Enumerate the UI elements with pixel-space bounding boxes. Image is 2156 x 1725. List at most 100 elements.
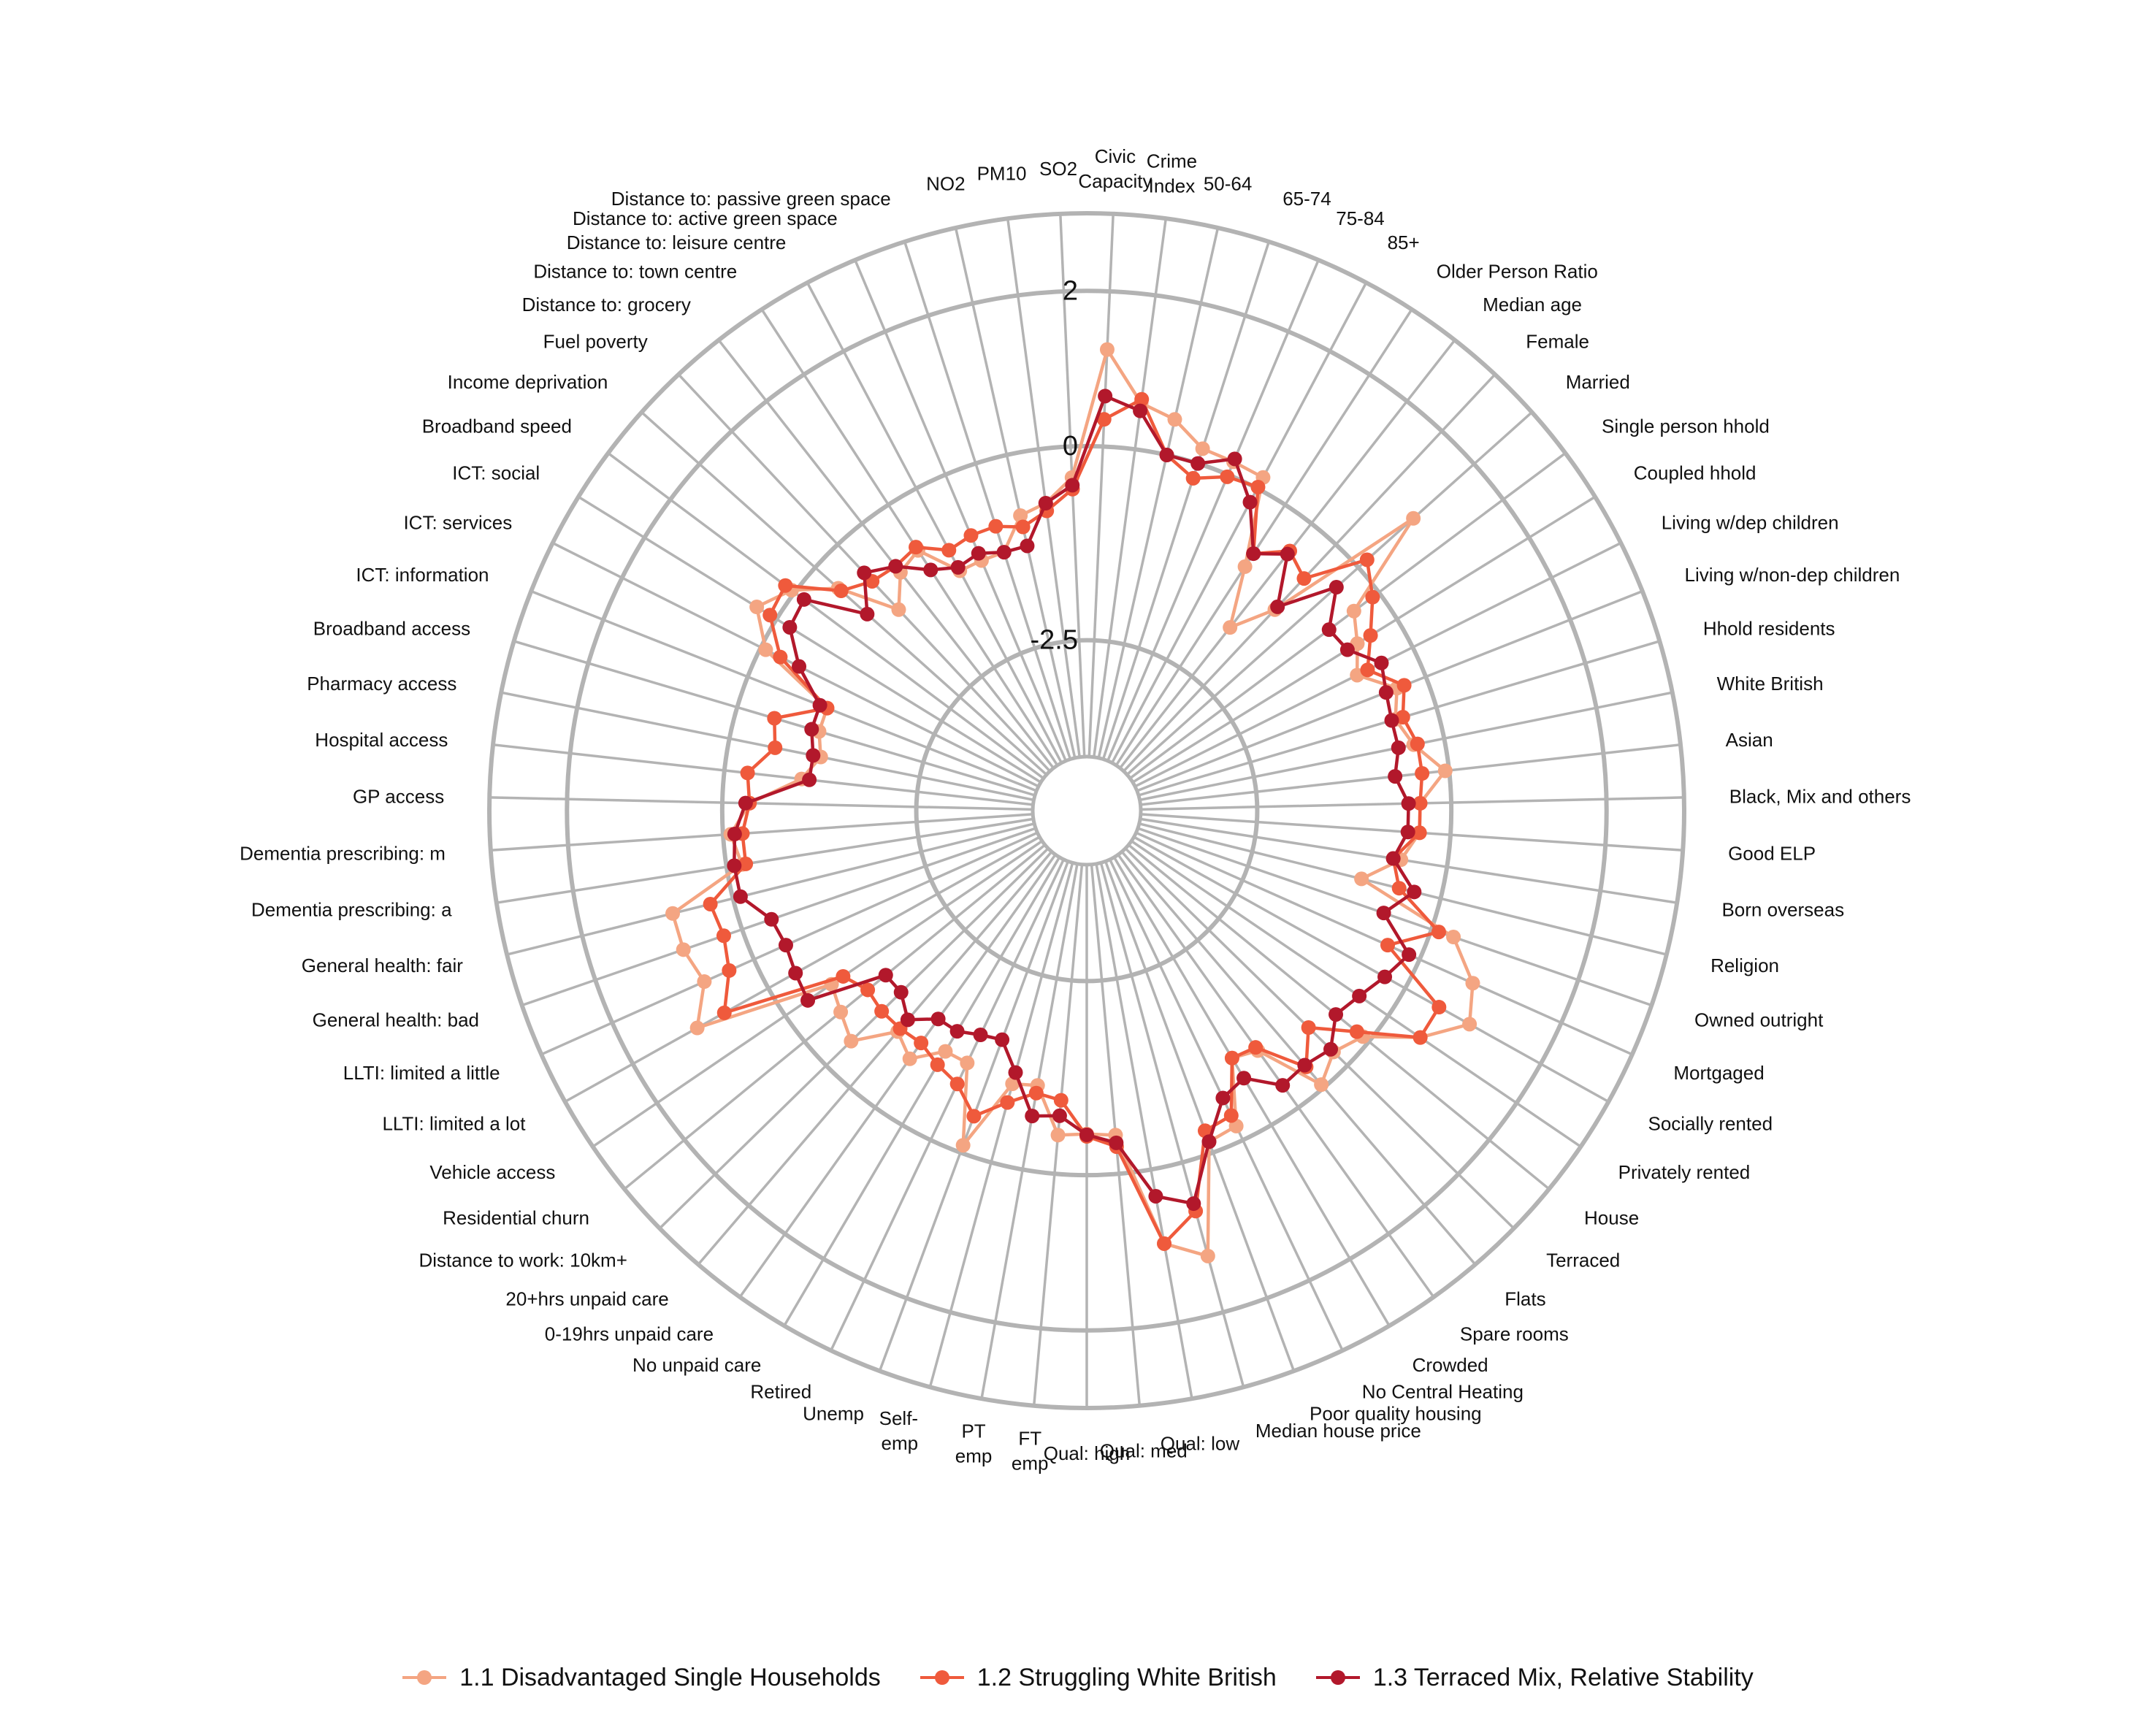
data-point[interactable] (788, 965, 803, 981)
data-point[interactable] (930, 1057, 945, 1072)
data-point[interactable] (950, 559, 966, 575)
data-point[interactable] (1406, 510, 1421, 526)
data-point[interactable] (973, 1027, 988, 1042)
data-point[interactable] (1223, 620, 1238, 635)
data-point[interactable] (1053, 1093, 1069, 1108)
data-point[interactable] (1242, 494, 1258, 510)
data-point[interactable] (1431, 1000, 1447, 1015)
data-point[interactable] (949, 1024, 965, 1039)
data-point[interactable] (1159, 448, 1174, 463)
data-point[interactable] (727, 827, 742, 842)
data-point[interactable] (1237, 559, 1253, 574)
data-point[interactable] (1000, 1095, 1015, 1110)
data-point[interactable] (888, 559, 903, 574)
data-point[interactable] (1391, 881, 1407, 896)
data-point[interactable] (1446, 930, 1461, 945)
data-point[interactable] (1329, 1007, 1344, 1022)
data-point[interactable] (1220, 469, 1235, 484)
data-point[interactable] (1391, 740, 1406, 755)
data-point[interactable] (1250, 479, 1266, 494)
data-point[interactable] (812, 697, 827, 713)
data-point[interactable] (764, 911, 779, 927)
data-point[interactable] (988, 519, 1004, 534)
data-point[interactable] (733, 889, 748, 904)
data-point[interactable] (893, 984, 909, 1000)
data-point[interactable] (1401, 796, 1416, 811)
data-point[interactable] (902, 1051, 917, 1066)
data-point[interactable] (996, 545, 1012, 560)
data-point[interactable] (1339, 642, 1355, 657)
data-point[interactable] (1167, 412, 1182, 427)
data-point[interactable] (716, 1005, 732, 1020)
data-point[interactable] (1365, 589, 1380, 605)
data-point[interactable] (949, 1076, 965, 1092)
data-point[interactable] (1248, 1040, 1264, 1055)
data-point[interactable] (800, 992, 816, 1008)
data-point[interactable] (1227, 451, 1242, 467)
data-point[interactable] (1223, 1108, 1239, 1123)
data-point[interactable] (1431, 925, 1446, 940)
data-point[interactable] (1065, 478, 1080, 493)
data-point[interactable] (1052, 1108, 1067, 1123)
data-point[interactable] (768, 740, 783, 755)
data-point[interactable] (806, 748, 821, 763)
data-point[interactable] (1363, 628, 1378, 643)
data-point[interactable] (665, 906, 681, 921)
data-point[interactable] (802, 772, 817, 787)
data-point[interactable] (1020, 538, 1035, 554)
data-point[interactable] (1008, 1065, 1023, 1080)
data-point[interactable] (909, 540, 924, 555)
data-point[interactable] (963, 528, 979, 543)
data-point[interactable] (1050, 1128, 1066, 1143)
data-point[interactable] (1346, 603, 1361, 619)
data-point[interactable] (1396, 678, 1412, 693)
data-point[interactable] (1323, 1041, 1339, 1057)
data-point[interactable] (778, 938, 793, 953)
data-point[interactable] (1329, 580, 1344, 595)
data-point[interactable] (844, 1033, 859, 1049)
data-point[interactable] (891, 602, 906, 617)
data-point[interactable] (1185, 470, 1201, 486)
data-point[interactable] (1377, 969, 1393, 984)
data-point[interactable] (738, 795, 753, 811)
data-point[interactable] (727, 858, 742, 873)
data-point[interactable] (1378, 685, 1394, 700)
data-point[interactable] (1296, 571, 1312, 586)
data-point[interactable] (1224, 1050, 1239, 1066)
data-point[interactable] (1402, 947, 1417, 963)
data-point[interactable] (995, 1032, 1010, 1047)
data-point[interactable] (792, 659, 807, 674)
data-point[interactable] (914, 1036, 929, 1051)
data-point[interactable] (1376, 906, 1391, 921)
data-point[interactable] (900, 1012, 915, 1028)
data-point[interactable] (762, 608, 778, 623)
data-point[interactable] (1195, 441, 1210, 456)
data-point[interactable] (796, 592, 811, 607)
data-point[interactable] (1413, 1030, 1428, 1045)
data-point[interactable] (1013, 508, 1028, 523)
data-point[interactable] (1038, 495, 1053, 510)
data-point[interactable] (1354, 871, 1369, 887)
data-point[interactable] (1297, 1057, 1312, 1073)
data-point[interactable] (1079, 1127, 1094, 1142)
data-point[interactable] (860, 982, 876, 998)
data-point[interactable] (1275, 1078, 1291, 1093)
data-point[interactable] (1413, 795, 1428, 811)
data-point[interactable] (1385, 851, 1401, 866)
data-point[interactable] (923, 562, 939, 578)
data-point[interactable] (703, 896, 718, 911)
legend-item-series-1[interactable]: 1.1 Disadvantaged Single Households (402, 1664, 881, 1692)
data-point[interactable] (1359, 552, 1375, 567)
data-point[interactable] (874, 1003, 890, 1019)
data-point[interactable] (1380, 938, 1396, 953)
data-point[interactable] (1395, 709, 1410, 724)
data-point[interactable] (1098, 389, 1113, 404)
data-point[interactable] (1028, 1085, 1044, 1101)
data-point[interactable] (1157, 1236, 1172, 1251)
data-point[interactable] (1134, 391, 1150, 407)
data-point[interactable] (1148, 1188, 1163, 1204)
data-point[interactable] (1360, 662, 1375, 678)
data-point[interactable] (1412, 825, 1427, 841)
data-point[interactable] (1215, 1090, 1231, 1106)
data-point[interactable] (804, 722, 819, 737)
